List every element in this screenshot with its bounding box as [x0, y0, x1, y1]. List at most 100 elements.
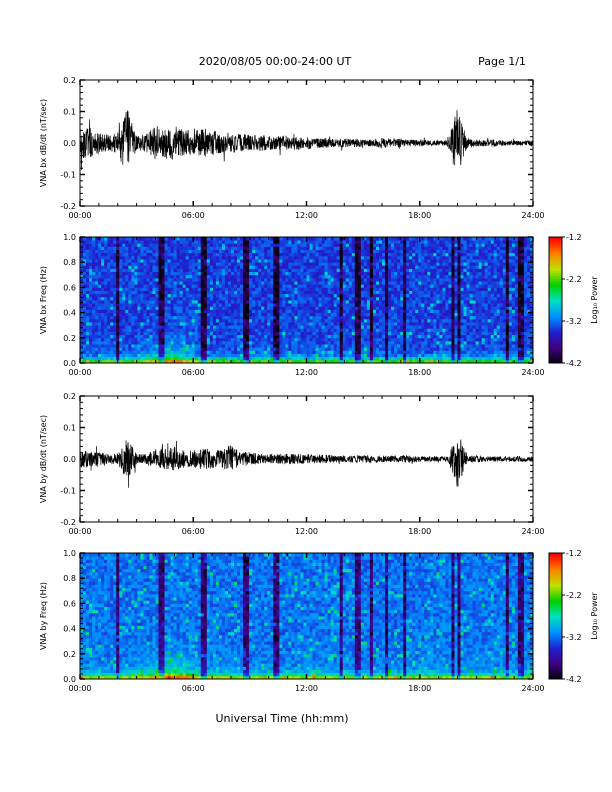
- spectrogram-cell: [300, 356, 304, 361]
- spectrogram-cell: [267, 325, 271, 329]
- spectrogram-cell: [212, 334, 217, 339]
- spectrogram-cell: [146, 356, 150, 361]
- spectrogram-cell: [170, 237, 175, 241]
- spectrogram-cell: [113, 318, 117, 323]
- spectrogram-cell: [315, 259, 319, 263]
- spectrogram-cell: [315, 309, 319, 313]
- spectrogram-cell: [170, 281, 175, 285]
- spectrogram-cell: [240, 240, 244, 244]
- spectrogram-cell: [104, 340, 108, 345]
- spectrogram-cell: [270, 277, 274, 282]
- spectrogram-cell: [415, 328, 419, 332]
- spectrogram-cell: [427, 281, 431, 285]
- spectrogram-cell: [397, 356, 401, 361]
- spectrogram-cell: [285, 262, 289, 266]
- spectrogram-cell: [366, 303, 371, 307]
- spectrogram-cell: [279, 243, 283, 247]
- spectrogram-cell: [89, 350, 93, 354]
- spectrogram-cell: [345, 262, 350, 266]
- spectrogram-cell: [261, 340, 265, 345]
- spectrogram-cell: [430, 309, 434, 313]
- spectrogram-cell: [303, 240, 307, 244]
- spectrogram-cell: [98, 337, 102, 342]
- spectrogram-cell: [170, 318, 175, 323]
- spectrogram-cell: [164, 306, 168, 310]
- spectrogram-cell: [182, 240, 187, 244]
- spectrogram-cell: [107, 340, 111, 345]
- spectrogram-cell: [315, 325, 319, 329]
- spectrogram-cell: [98, 265, 102, 269]
- spectrogram-cell: [152, 328, 156, 332]
- spectrogram-cell: [300, 252, 304, 257]
- spectrogram-cell: [288, 290, 292, 295]
- spectrogram-cell: [279, 284, 283, 288]
- spectrogram-cell: [146, 337, 150, 342]
- spectrogram-cell: [366, 325, 371, 329]
- spectrogram-cell: [409, 331, 413, 336]
- spectrogram-cell: [279, 350, 283, 354]
- spectrogram-cell: [273, 262, 277, 266]
- spectrogram-cell: [412, 325, 416, 329]
- spectrogram-cell: [321, 246, 326, 250]
- y-tick-label: 0.2: [63, 76, 76, 85]
- spectrogram-cell: [234, 262, 238, 266]
- spectrogram-cell: [227, 340, 232, 345]
- spectrogram-cell: [176, 331, 181, 336]
- spectrogram-cell: [98, 296, 102, 301]
- spectrogram-cell: [391, 296, 395, 301]
- spectrogram-cell: [131, 274, 135, 279]
- spectrogram-cell: [388, 252, 392, 257]
- spectrogram-cell: [297, 290, 301, 295]
- spectrogram-cell: [243, 268, 247, 273]
- spectrogram-cell: [206, 322, 211, 326]
- spectrogram-cell: [249, 281, 253, 285]
- spectrogram-cell: [439, 309, 443, 313]
- spectrogram-cell: [424, 322, 428, 326]
- spectrogram-cell: [255, 287, 259, 291]
- spectrogram-cell: [164, 353, 168, 358]
- spectrogram-cell: [185, 300, 190, 304]
- spectrogram-cell: [113, 350, 117, 354]
- spectrogram-cell: [354, 350, 359, 354]
- spectrogram-cell: [167, 290, 171, 295]
- spectrogram-cell: [240, 252, 244, 257]
- spectrogram-cell: [194, 293, 199, 298]
- spectrogram-cell: [400, 252, 404, 257]
- spectrogram-cell: [357, 344, 362, 348]
- spectrogram-cell: [191, 315, 196, 320]
- spectrogram-cell: [360, 318, 365, 323]
- spectrogram-cell: [107, 249, 111, 254]
- spectrogram-cell: [179, 356, 184, 361]
- spectrogram-cell: [173, 315, 178, 320]
- spectrogram-cell: [406, 262, 410, 266]
- spectrogram-cell: [149, 312, 153, 317]
- spectrogram-cell: [318, 240, 322, 244]
- spectrogram-cell: [80, 334, 84, 339]
- spectrogram-cell: [131, 259, 135, 263]
- spectrogram-cell: [433, 325, 437, 329]
- spectrogram-cell: [143, 347, 147, 351]
- spectrogram-cell: [424, 350, 428, 354]
- spectrogram-cell: [388, 331, 392, 336]
- spectrogram-cell: [206, 318, 211, 323]
- spectrogram-cell: [158, 322, 162, 326]
- spectrogram-cell: [351, 334, 356, 339]
- spectrogram-cell: [378, 306, 383, 310]
- spectrogram-cell: [357, 265, 362, 269]
- spectrogram-cell: [369, 293, 374, 298]
- spectrogram-cell: [406, 237, 410, 241]
- spectrogram-cell: [119, 350, 123, 354]
- spectrogram-cell: [324, 303, 329, 307]
- spectrogram-cell: [104, 281, 108, 285]
- spectrogram-cell: [209, 353, 214, 358]
- spectrogram-cell: [231, 274, 235, 279]
- spectrogram-cell: [206, 249, 211, 254]
- spectrogram-cell: [152, 290, 156, 295]
- spectrogram-cell: [366, 290, 371, 295]
- spectrogram-cell: [339, 249, 344, 254]
- spectrogram-cell: [104, 290, 108, 295]
- spectrogram-cell: [412, 237, 416, 241]
- spectrogram-cell: [188, 271, 193, 276]
- spectrogram-cell: [155, 322, 159, 326]
- spectrogram-cell: [279, 300, 283, 304]
